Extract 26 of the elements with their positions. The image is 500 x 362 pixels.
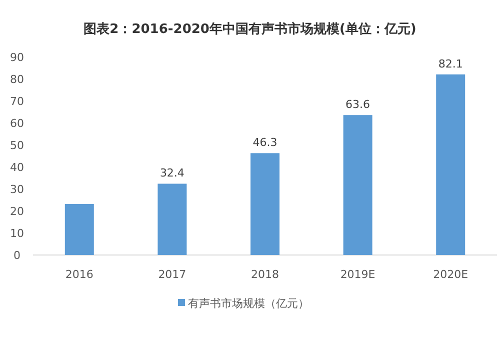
x-tick-label: 2018: [251, 268, 279, 281]
bar: [64, 204, 94, 255]
bar: [343, 115, 372, 255]
y-tick-label: 90: [10, 51, 24, 64]
y-tick-label: 70: [10, 95, 24, 108]
data-label: 32.4: [160, 166, 184, 180]
x-tick-label: 2016: [65, 268, 94, 281]
bar: [158, 184, 187, 255]
x-tick-label: 2020E: [433, 268, 468, 281]
x-tick-label: 2017: [158, 268, 186, 281]
y-tick-label: 50: [10, 139, 24, 152]
bar: [436, 74, 466, 255]
y-tick-label: 60: [10, 117, 24, 130]
y-tick-label: 30: [10, 183, 24, 196]
y-tick-label: 80: [10, 73, 24, 86]
y-tick-label: 0: [14, 249, 20, 262]
x-tick-label: 2019E: [340, 268, 376, 281]
data-label: 46.3: [252, 136, 278, 150]
chart-title: 图表2：2016-2020年中国有声书市场规模(单位：亿元): [84, 21, 416, 37]
bar: [250, 153, 280, 255]
y-tick-label: 40: [10, 161, 24, 174]
legend: 有声书市场规模（亿元）: [178, 297, 309, 310]
y-tick-label: 10: [10, 227, 24, 240]
data-label: 63.6: [346, 98, 370, 112]
y-tick-label: 20: [10, 205, 24, 218]
data-label: 82.1: [438, 57, 463, 70]
